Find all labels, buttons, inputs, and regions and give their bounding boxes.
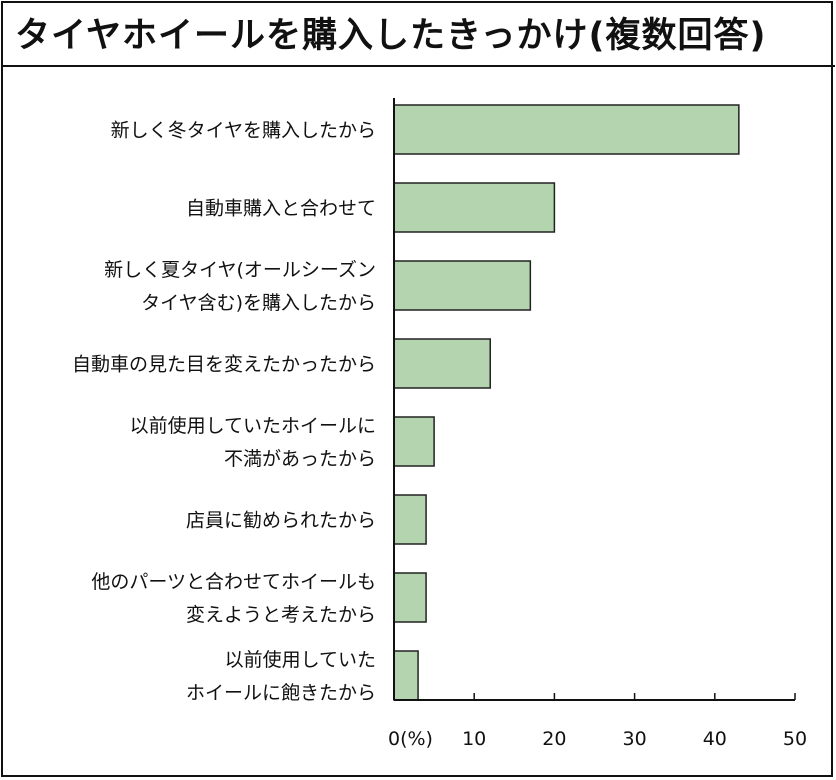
bar — [393, 650, 419, 701]
category-label: 不満があったから — [224, 448, 376, 470]
category-label: タイヤ含む)を購入したから — [141, 292, 376, 314]
category-label: 新しく夏タイヤ(オールシーズン — [104, 259, 376, 281]
category-label: 他のパーツと合わせてホイールも — [91, 571, 376, 593]
category-label: 以前使用していた — [225, 649, 376, 671]
x-tick-label: 20 — [542, 728, 566, 750]
x-tick-label: 0(%) — [388, 728, 433, 750]
x-tick-label: 50 — [783, 728, 807, 750]
bar — [393, 572, 427, 623]
bar — [393, 494, 427, 545]
title-divider — [3, 65, 835, 67]
category-label: 新しく冬タイヤを購入したから — [111, 120, 376, 142]
category-label: ホイールに飽きたから — [186, 682, 376, 704]
x-tick-label: 40 — [703, 728, 727, 750]
bar — [393, 338, 491, 389]
chart-title: タイヤホイールを購入したきっかけ(複数回答) — [15, 16, 767, 56]
category-label: 以前使用していたホイールに — [130, 415, 376, 437]
category-label: 変えようと考えたから — [186, 604, 376, 626]
bar — [393, 416, 435, 467]
x-tick-label: 10 — [462, 728, 486, 750]
bar — [393, 260, 532, 311]
category-label: 自動車の見た目を変えたかったから — [72, 354, 376, 376]
bar — [393, 104, 740, 155]
x-tick-label: 30 — [623, 728, 647, 750]
category-label: 店員に勧められたから — [186, 510, 376, 532]
bar — [393, 182, 556, 233]
category-label: 自動車購入と合わせて — [186, 198, 376, 220]
